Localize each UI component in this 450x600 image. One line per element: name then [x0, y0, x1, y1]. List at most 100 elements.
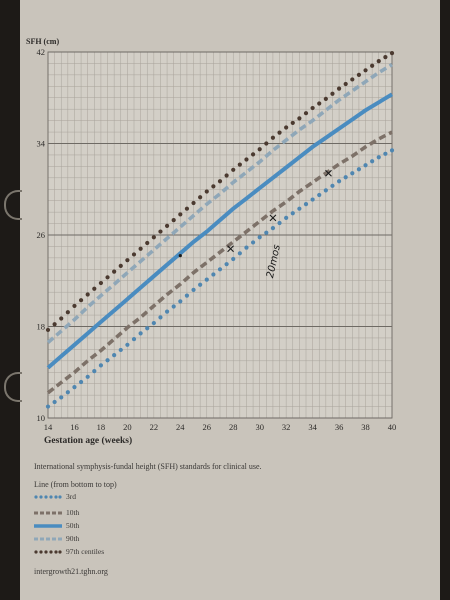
series-point-3rd: [217, 267, 223, 272]
legend-label: 10th: [66, 508, 80, 517]
series-point-3rd: [244, 245, 249, 250]
series-point-97th: [178, 212, 183, 217]
series-point-3rd: [330, 183, 335, 188]
series-point-3rd: [52, 399, 57, 405]
legend-item-90th: 90th: [34, 534, 79, 543]
series-point-3rd: [131, 336, 137, 342]
binder-ring-icon: [4, 372, 22, 402]
series-point-97th: [323, 96, 328, 101]
series-point-97th: [125, 258, 130, 263]
series-point-3rd: [171, 304, 176, 309]
x-tick-label: 40: [388, 422, 397, 432]
series-point-97th: [98, 280, 104, 286]
y-tick-label: 10: [37, 413, 46, 423]
y-tick-label: 18: [37, 322, 46, 332]
series-point-97th: [250, 152, 256, 157]
series-point-3rd: [317, 192, 322, 198]
series-point-3rd: [250, 240, 256, 245]
series-point-97th: [277, 130, 282, 135]
series-point-97th: [244, 157, 249, 162]
x-tick-label: 16: [70, 422, 79, 432]
series-point-3rd: [297, 206, 302, 211]
series-point-97th: [198, 195, 203, 200]
series-point-3rd: [151, 320, 156, 326]
series-point-3rd: [191, 287, 196, 292]
series-point-97th: [270, 135, 276, 140]
series-point-97th: [389, 51, 395, 56]
series-point-97th: [164, 223, 170, 228]
series-point-97th: [191, 200, 196, 206]
series-point-97th: [350, 77, 355, 82]
x-tick-label: 22: [150, 422, 159, 432]
measurement-mark: [227, 245, 234, 253]
series-point-97th: [45, 327, 51, 333]
series-point-97th: [92, 286, 97, 291]
series-point-97th: [336, 86, 342, 91]
series-point-3rd: [78, 379, 84, 385]
measurement-mark: [269, 214, 277, 222]
series-point-97th: [118, 263, 123, 268]
series-point-3rd: [264, 230, 269, 235]
series-point-97th: [105, 275, 110, 280]
series-point-3rd: [112, 352, 117, 358]
series-point-97th: [151, 235, 156, 240]
series-point-97th: [317, 101, 322, 106]
series-point-3rd: [277, 220, 282, 226]
x-tick-label: 20: [123, 422, 132, 432]
series-point-97th: [383, 55, 388, 60]
series-point-3rd: [198, 282, 203, 287]
series-point-3rd: [65, 390, 70, 395]
x-tick-label: 32: [282, 422, 291, 432]
series-point-3rd: [237, 251, 242, 256]
y-tick-label: 26: [37, 230, 46, 240]
series-point-3rd: [270, 226, 276, 231]
series-point-3rd: [59, 395, 64, 400]
x-tick-label: 38: [361, 422, 370, 432]
series-point-3rd: [284, 215, 289, 220]
series-point-3rd: [164, 309, 170, 314]
series-point-97th: [370, 63, 375, 68]
series-line-10th: [46, 130, 393, 395]
plot-border: [47, 51, 393, 419]
legend-item-10th: 10th: [34, 508, 79, 517]
legend-item-97th: 97th centiles: [34, 547, 104, 556]
legend-label: 90th: [66, 534, 80, 543]
legend-title: Line (from bottom to top): [34, 480, 117, 489]
series-point-3rd: [389, 148, 395, 153]
series-point-97th: [343, 81, 348, 87]
series-point-3rd: [257, 235, 262, 240]
series-point-97th: [290, 120, 295, 126]
series-point-97th: [297, 116, 302, 121]
series-point-3rd: [323, 188, 328, 193]
series-point-97th: [72, 303, 77, 309]
x-tick-label: 24: [176, 422, 185, 432]
series-point-97th: [145, 240, 150, 246]
series-point-3rd: [158, 315, 163, 320]
binder-ring-icon: [4, 190, 22, 220]
series-point-97th: [138, 246, 143, 251]
x-tick-label: 28: [229, 422, 238, 432]
series-point-97th: [65, 310, 70, 315]
series-point-3rd: [290, 211, 295, 216]
y-tick-label: 34: [37, 139, 46, 149]
legend-label: 50th: [66, 521, 80, 530]
series-point-97th: [78, 298, 84, 303]
series-point-97th: [231, 167, 236, 172]
x-tick-label: 30: [255, 422, 264, 432]
series-point-97th: [211, 184, 216, 189]
series-point-3rd: [343, 175, 348, 180]
series-point-3rd: [224, 262, 229, 267]
series-point-97th: [184, 206, 190, 211]
series-point-3rd: [350, 171, 355, 176]
series-point-97th: [303, 111, 309, 116]
series-point-3rd: [45, 404, 51, 409]
series-point-97th: [264, 141, 269, 146]
series-point-3rd: [72, 385, 77, 390]
series-point-97th: [158, 229, 163, 234]
series-point-97th: [363, 68, 368, 73]
series-line-50th: [46, 92, 394, 370]
series-point-97th: [217, 179, 223, 184]
x-tick-label: 34: [308, 422, 317, 432]
series-point-3rd: [92, 369, 97, 374]
